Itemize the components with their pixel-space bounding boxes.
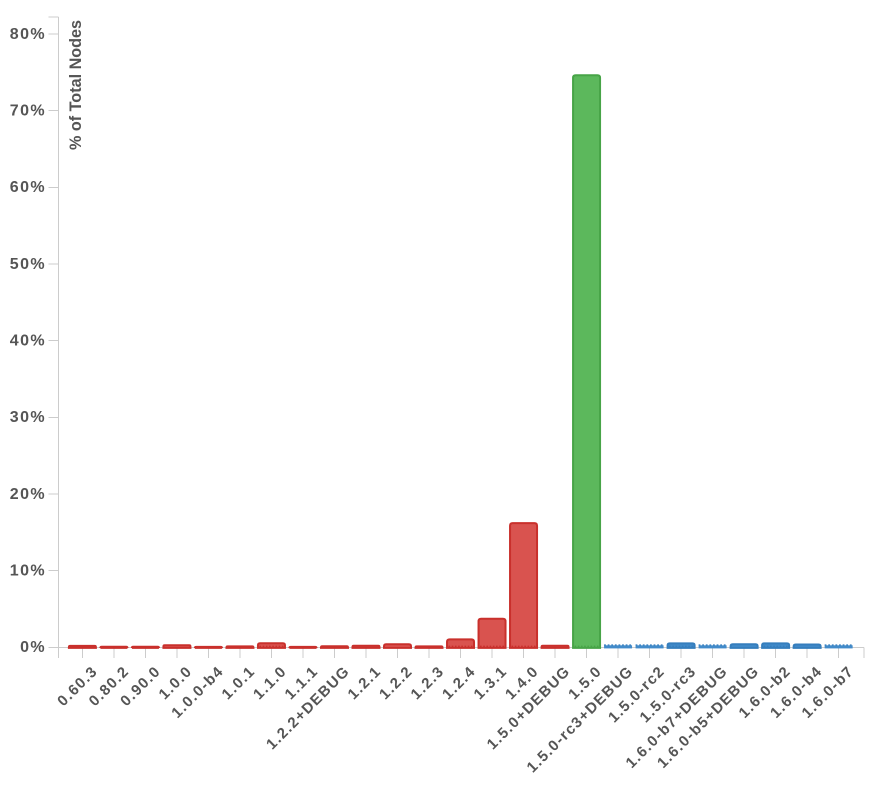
svg-text:1.2.2: 1.2.2 [376,663,416,703]
svg-text:30%: 30% [10,409,46,426]
svg-text:1.2.1: 1.2.1 [345,663,385,703]
svg-text:40%: 40% [10,333,46,350]
svg-text:70%: 70% [10,102,46,119]
svg-text:1.1.0: 1.1.0 [250,663,290,703]
svg-text:1.2.4: 1.2.4 [439,663,479,703]
svg-text:50%: 50% [10,256,46,273]
svg-text:10%: 10% [10,563,46,580]
svg-text:80%: 80% [10,26,46,43]
svg-text:1.0.1: 1.0.1 [219,663,259,703]
svg-text:60%: 60% [10,179,46,196]
svg-text:0%: 0% [20,639,46,656]
svg-text:% of Total Nodes: % of Total Nodes [67,20,85,150]
svg-text:1.2.3: 1.2.3 [408,663,448,703]
svg-text:1.3.1: 1.3.1 [471,663,511,703]
svg-text:20%: 20% [10,486,46,503]
